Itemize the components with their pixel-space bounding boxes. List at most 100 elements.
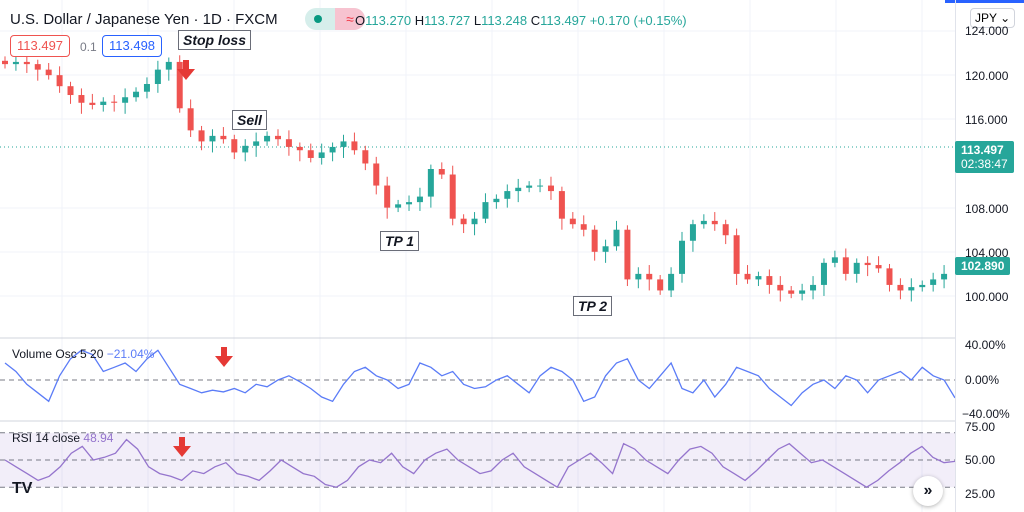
- tick: −40.00%: [962, 407, 1010, 421]
- price-axis[interactable]: 124.000 120.000 116.000 108.000 104.000 …: [958, 0, 1024, 512]
- tick: 50.00: [965, 453, 996, 467]
- candle: [504, 191, 511, 199]
- candle: [744, 273, 751, 280]
- candle: [198, 130, 205, 142]
- candle: [853, 262, 860, 274]
- candle: [111, 101, 118, 103]
- candle: [143, 83, 150, 92]
- market-open-icon: [314, 15, 322, 23]
- candle: [668, 273, 675, 291]
- tick: 100.000: [965, 290, 1009, 304]
- candle: [373, 163, 380, 186]
- candle: [264, 135, 271, 142]
- candle: [766, 276, 773, 285]
- tradingview-logo[interactable]: TV: [12, 480, 33, 497]
- spread: 0.1: [80, 40, 97, 54]
- down-arrow-icon: [179, 437, 185, 447]
- candle: [242, 145, 249, 153]
- candle: [908, 287, 915, 291]
- candle: [2, 60, 8, 65]
- rsi-line: [4, 438, 955, 489]
- candle: [340, 141, 347, 147]
- rsi-legend[interactable]: RSI 14 close 48.94: [12, 431, 114, 445]
- candle: [56, 75, 63, 87]
- candle: [646, 273, 653, 280]
- candle: [777, 284, 784, 291]
- candle: [515, 187, 522, 192]
- ohlc-readout: O113.270 H113.727 L113.248 C113.497 +0.1…: [355, 13, 687, 28]
- down-arrow-icon: [183, 60, 189, 70]
- tick: 0.00%: [965, 373, 1000, 387]
- candle: [580, 224, 587, 230]
- candle: [875, 265, 882, 269]
- candle: [384, 185, 391, 208]
- candle: [842, 257, 849, 274]
- candle: [493, 198, 500, 203]
- candle: [679, 240, 686, 274]
- tick: 120.000: [965, 69, 1009, 83]
- wave-icon: ≈: [335, 8, 365, 30]
- candle: [45, 69, 52, 76]
- candle: [820, 262, 827, 285]
- annotation-stop-loss[interactable]: Stop loss: [178, 30, 252, 50]
- tick: 75.00: [965, 420, 996, 434]
- candle: [362, 150, 369, 164]
- candle: [23, 61, 30, 65]
- candle: [67, 86, 74, 96]
- current-price-tag: 113.497 02:38:47: [955, 141, 1014, 173]
- candle: [427, 169, 434, 197]
- down-arrow-icon: [215, 356, 233, 367]
- candle: [624, 229, 631, 280]
- tick: 116.000: [965, 113, 1008, 127]
- axis-divider: [955, 0, 956, 512]
- candle: [930, 279, 937, 285]
- candle: [711, 220, 718, 225]
- candle: [700, 220, 707, 225]
- candle: [733, 235, 740, 274]
- annotation-sell[interactable]: Sell: [232, 110, 267, 130]
- candle: [78, 95, 85, 103]
- candle: [406, 202, 413, 205]
- sell-price-button[interactable]: 113.497: [10, 35, 71, 57]
- annotation-tp2[interactable]: TP 2: [573, 296, 613, 316]
- candle: [318, 152, 325, 158]
- annotation-tp1[interactable]: TP 1: [380, 231, 420, 251]
- candle: [613, 229, 620, 247]
- candle: [351, 141, 358, 151]
- candle: [799, 290, 806, 294]
- down-arrow-icon: [177, 69, 195, 80]
- tick: 40.00%: [965, 338, 1006, 352]
- market-status-pill[interactable]: ≈: [305, 8, 365, 30]
- scroll-to-realtime-button[interactable]: »: [913, 476, 943, 506]
- candle: [591, 229, 598, 252]
- candle: [897, 284, 904, 291]
- tick: 25.00: [965, 487, 996, 501]
- candle: [220, 135, 227, 140]
- candle: [209, 135, 216, 142]
- candle: [864, 262, 871, 266]
- candle: [416, 196, 423, 203]
- candle: [187, 108, 194, 131]
- candle: [165, 61, 172, 70]
- candle: [919, 284, 926, 288]
- volume-osc-line: [4, 349, 955, 407]
- candle: [231, 139, 238, 153]
- candle: [307, 150, 314, 158]
- buy-price-button[interactable]: 113.498: [102, 35, 163, 57]
- candle: [34, 64, 41, 70]
- last-price-tag: 102.890: [955, 257, 1011, 275]
- candle: [755, 276, 762, 280]
- candle: [12, 61, 19, 65]
- candle: [558, 191, 565, 219]
- candle: [722, 224, 729, 236]
- candle: [941, 273, 948, 280]
- candle: [154, 69, 161, 84]
- candle: [547, 185, 554, 192]
- volume-osc-legend[interactable]: Volume Osc 5 20 −21.04%: [12, 347, 155, 361]
- tick: 104.000: [965, 246, 1009, 260]
- currency-dropdown[interactable]: JPY ⌄: [970, 8, 1016, 28]
- tick: 124.000: [965, 24, 1009, 38]
- symbol-title[interactable]: U.S. Dollar / Japanese Yen · 1D · FXCM: [10, 11, 278, 28]
- candle: [449, 174, 456, 219]
- candle: [253, 141, 260, 146]
